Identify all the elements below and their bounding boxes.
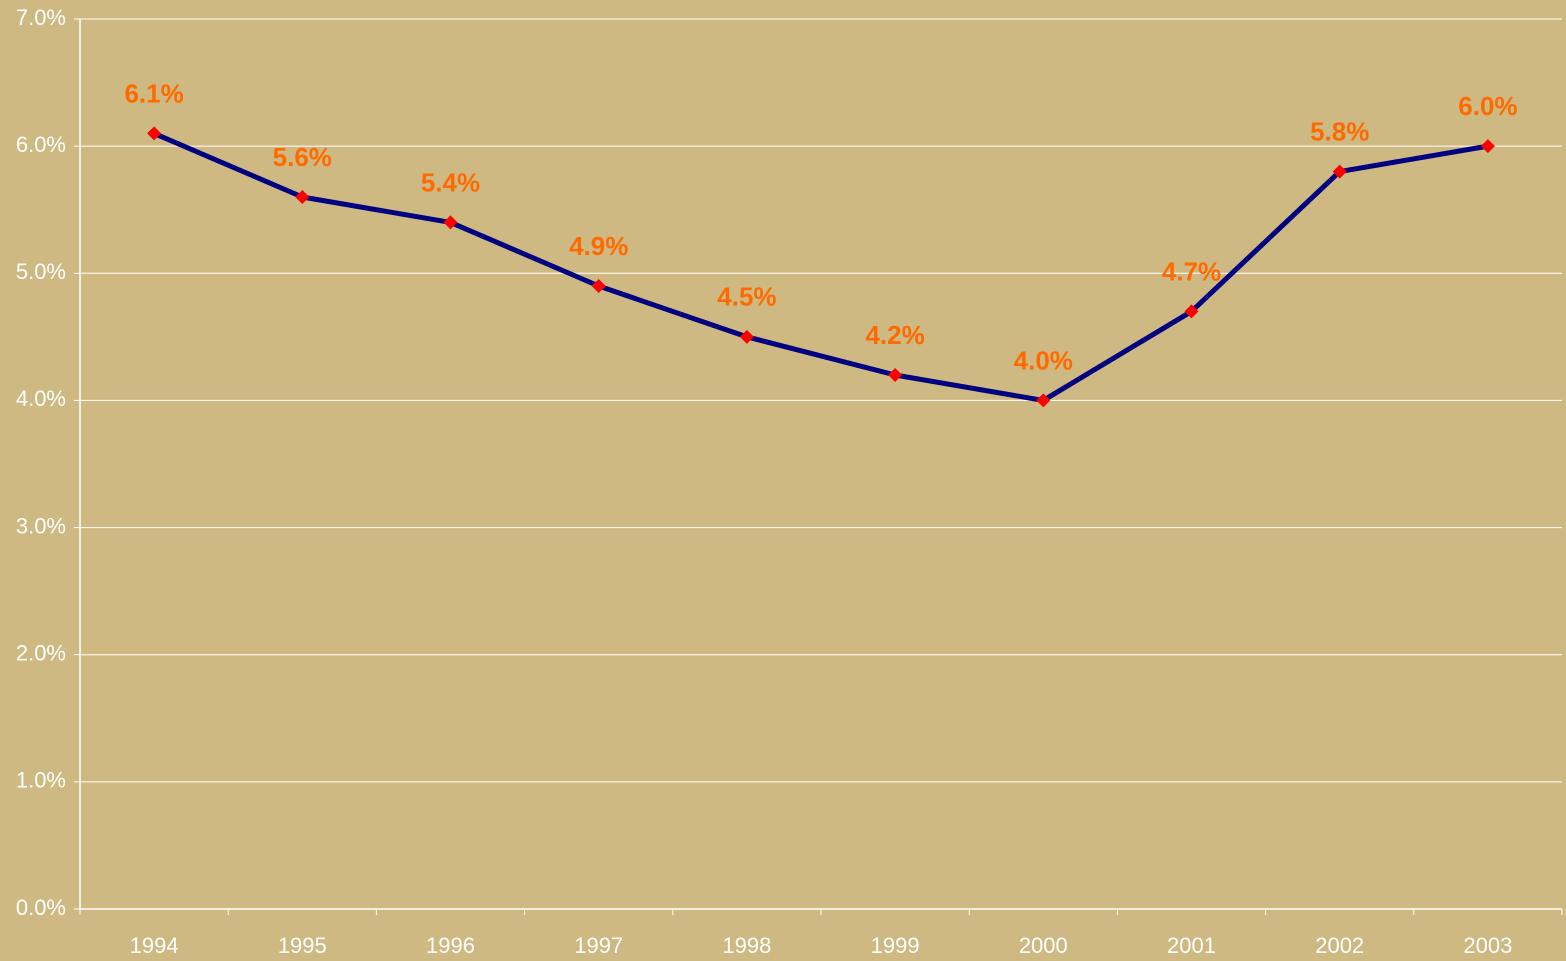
line: [153, 131, 1489, 403]
value-label: 5.4%: [421, 167, 480, 197]
marker: [443, 215, 458, 230]
x-tick-label: 2003: [1463, 933, 1512, 958]
y-tick-label: 6.0%: [16, 132, 66, 157]
x-tick-label: 1997: [574, 933, 623, 958]
value-label: 4.2%: [865, 320, 924, 350]
y-tick-label: 4.0%: [16, 386, 66, 411]
value-label: 5.6%: [273, 142, 332, 172]
value-label: 4.9%: [569, 231, 628, 261]
marker: [1184, 304, 1199, 319]
value-label: 6.1%: [124, 78, 183, 108]
marker: [1036, 393, 1051, 408]
x-tick-label: 2002: [1315, 933, 1364, 958]
y-tick-label: 3.0%: [16, 513, 66, 538]
marker: [591, 279, 606, 293]
x-tick-label: 1998: [722, 933, 771, 958]
y-tick-label: 0.0%: [16, 895, 66, 920]
value-label: 4.0%: [1014, 345, 1073, 375]
marker: [888, 368, 903, 382]
marker: [295, 190, 310, 204]
y-tick-label: 2.0%: [16, 641, 66, 666]
x-tick-label: 2001: [1167, 933, 1216, 958]
y-tick-label: 7.0%: [16, 5, 66, 30]
value-label: 5.8%: [1310, 116, 1369, 146]
x-tick-label: 1996: [426, 933, 475, 958]
value-label: 4.7%: [1162, 256, 1221, 286]
y-tick-label: 1.0%: [16, 768, 66, 793]
value-label: 6.0%: [1458, 91, 1517, 121]
x-tick-label: 1994: [130, 933, 179, 958]
y-tick-label: 5.0%: [16, 259, 66, 284]
marker: [147, 126, 162, 141]
x-tick-label: 1999: [871, 933, 920, 958]
marker: [1332, 164, 1347, 179]
marker: [1480, 139, 1495, 154]
marker: [739, 329, 754, 344]
x-tick-label: 2000: [1019, 933, 1068, 958]
value-label: 4.5%: [717, 282, 776, 312]
x-tick-label: 1995: [278, 933, 327, 958]
